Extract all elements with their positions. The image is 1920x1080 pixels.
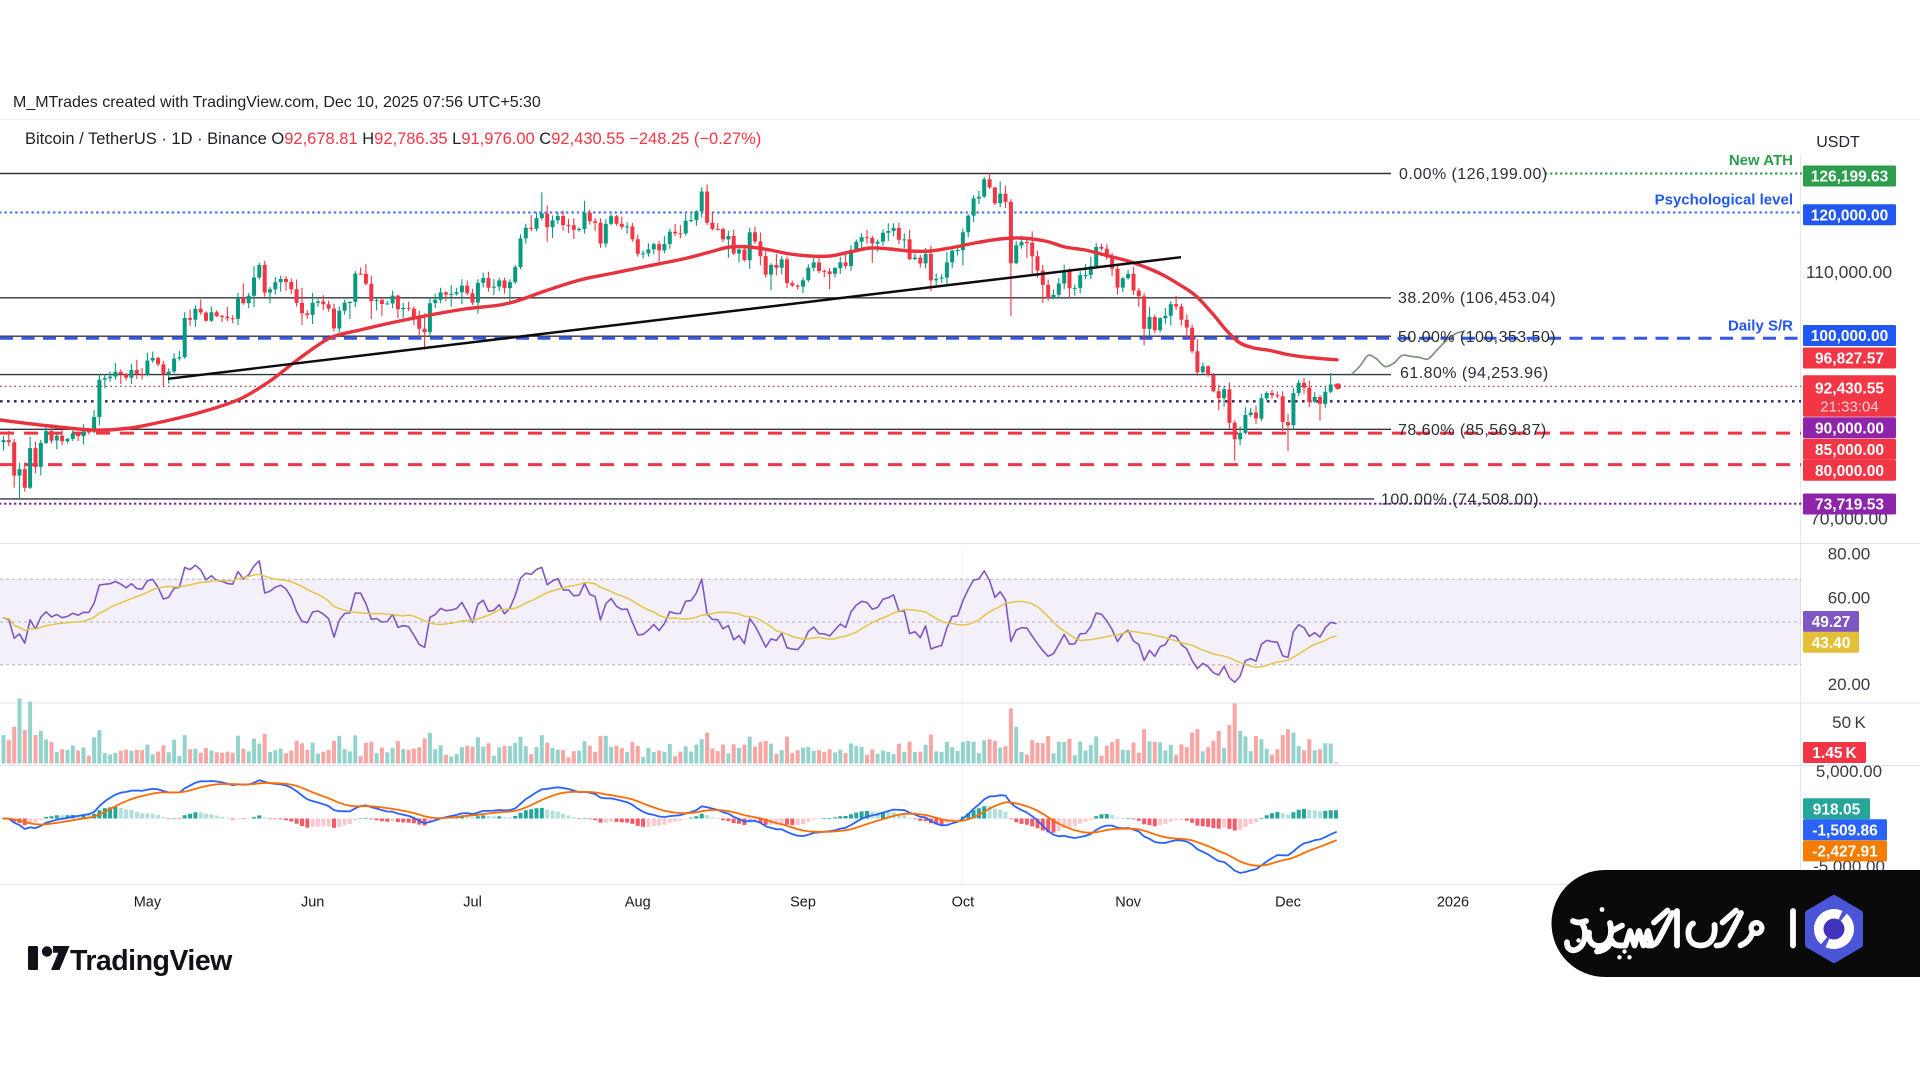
svg-text:80,000.00: 80,000.00 — [1815, 463, 1884, 480]
svg-text:Psychological level: Psychological level — [1655, 192, 1793, 209]
svg-text:49.27: 49.27 — [1812, 614, 1851, 631]
svg-text:90,000.00: 90,000.00 — [1815, 420, 1884, 437]
svg-text:918.05: 918.05 — [1813, 801, 1861, 818]
svg-text:85,000.00: 85,000.00 — [1815, 442, 1884, 459]
svg-text:96,827.57: 96,827.57 — [1815, 351, 1884, 368]
svg-text:5,000.00: 5,000.00 — [1816, 762, 1882, 781]
svg-text:Daily S/R: Daily S/R — [1728, 318, 1793, 335]
svg-text:-1,509.86: -1,509.86 — [1812, 822, 1878, 839]
svg-text:73,719.53: 73,719.53 — [1815, 497, 1884, 514]
svg-text:New ATH: New ATH — [1729, 152, 1793, 169]
svg-text:20.00: 20.00 — [1828, 675, 1871, 694]
svg-text:1.45 K: 1.45 K — [1812, 745, 1857, 762]
svg-text:50.00% (100,353.50): 50.00% (100,353.50) — [1398, 329, 1556, 346]
svg-text:Jun: Jun — [301, 895, 324, 911]
svg-text:38.20% (106,453.04): 38.20% (106,453.04) — [1398, 290, 1556, 307]
svg-text:0.00% (126,199.00): 0.00% (126,199.00) — [1399, 166, 1548, 183]
svg-text:61.80% (94,253.96): 61.80% (94,253.96) — [1400, 365, 1549, 382]
svg-text:-2,427.91: -2,427.91 — [1812, 844, 1878, 861]
svg-text:50 K: 50 K — [1832, 713, 1866, 732]
svg-text:Jul: Jul — [463, 895, 482, 911]
svg-text:Bitcoin / TetherUS · 1D · Bina: Bitcoin / TetherUS · 1D · Binance O92,67… — [25, 130, 761, 148]
svg-text:43.40: 43.40 — [1812, 635, 1851, 652]
svg-text:80.00: 80.00 — [1828, 545, 1871, 564]
svg-text:60.00: 60.00 — [1828, 589, 1871, 608]
svg-text:92,430.55: 92,430.55 — [1815, 381, 1884, 398]
svg-text:126,199.63: 126,199.63 — [1811, 169, 1889, 186]
svg-text:110,000.00: 110,000.00 — [1806, 262, 1893, 282]
svg-text:Oct: Oct — [952, 895, 975, 911]
svg-text:TradingView: TradingView — [70, 945, 233, 977]
svg-text:Sep: Sep — [790, 895, 816, 911]
svg-text:78.60% (85,569.87): 78.60% (85,569.87) — [1398, 422, 1547, 439]
svg-text:Aug: Aug — [625, 895, 651, 911]
svg-text:21:33:04: 21:33:04 — [1820, 399, 1878, 416]
svg-text:May: May — [134, 895, 162, 911]
svg-text:120,000.00: 120,000.00 — [1811, 207, 1889, 224]
svg-text:100,000.00: 100,000.00 — [1811, 328, 1889, 345]
svg-text:Nov: Nov — [1115, 895, 1142, 911]
svg-text:M_MTrades created with Trading: M_MTrades created with TradingView.com, … — [13, 94, 541, 111]
svg-text:Dec: Dec — [1275, 895, 1301, 911]
svg-text:100.00% (74,508.00): 100.00% (74,508.00) — [1381, 492, 1539, 509]
svg-text:USDT: USDT — [1816, 134, 1860, 151]
svg-text:2026: 2026 — [1437, 895, 1469, 911]
